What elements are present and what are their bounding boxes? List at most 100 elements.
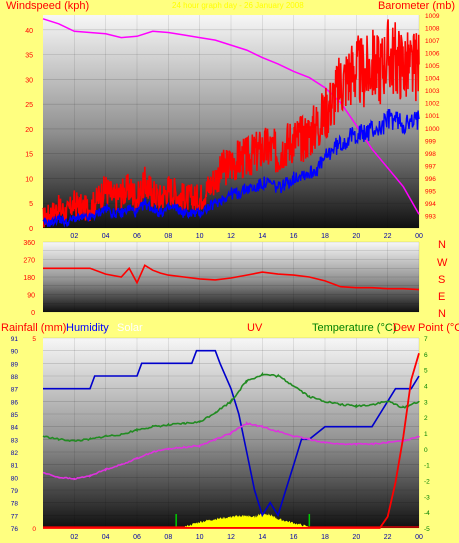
barometer-y-tick-label: 1008: [425, 26, 440, 33]
windspeed-series-line: [42, 19, 420, 228]
dew-point-axis-title: Dew Point (°C: [393, 322, 459, 334]
barometer-y-tick-label: 1005: [425, 63, 440, 70]
wind-y-tick-label: 10: [25, 176, 33, 183]
temperature-y-tick-label: 0: [424, 447, 428, 454]
wind-x-tick-label: 22: [384, 233, 392, 240]
wind-y-tick-label: 0: [29, 226, 33, 233]
direction-y-tick-label: 360: [23, 240, 35, 247]
wind-x-tick-label: 00: [415, 233, 423, 240]
humidity-y-tick-label: 83: [11, 437, 19, 444]
wind-direction-panel: 0 90 180 270 360: [23, 240, 420, 317]
humidity-y-tick-label: 88: [11, 374, 19, 381]
rainfall-y-tick-label: 0: [32, 526, 36, 533]
direction-panel-gridlines: [43, 241, 420, 313]
wind-panel-axes: 0510152025303540993994995996997998999100…: [25, 13, 440, 240]
compass-s: S: [438, 274, 445, 286]
wind-direction-series-line: [43, 264, 420, 291]
humidity-y-tick-label: 90: [11, 349, 19, 356]
temperature-y-tick-label: 1: [424, 431, 428, 438]
bottom-panel-axes: 7677787980818283848586878889909105-5-4-3…: [11, 336, 430, 541]
rainfall-y-tick-label: 5: [32, 336, 36, 343]
bottom-x-tick-label: 00: [415, 534, 423, 541]
wind-y-tick-label: 15: [25, 152, 33, 159]
barometer-y-tick-label: 999: [425, 138, 436, 145]
wind-y-tick-label: 25: [25, 102, 33, 109]
dew-point-series-line: [42, 421, 420, 481]
wind-x-tick-label: 04: [102, 233, 110, 240]
humidity-y-tick-label: 81: [11, 463, 19, 470]
solar-axis-title: Solar: [117, 322, 143, 334]
uv-axis-title: UV: [247, 322, 263, 334]
wind-x-tick-label: 10: [196, 233, 204, 240]
bottom-x-tick-label: 10: [196, 534, 204, 541]
humidity-y-tick-label: 84: [11, 425, 19, 432]
bottom-x-tick-label: 18: [321, 534, 329, 541]
humidity-y-tick-label: 85: [11, 412, 19, 419]
barometer-y-tick-label: 998: [425, 151, 436, 158]
bottom-x-tick-label: 06: [133, 534, 141, 541]
compass-w: W: [437, 257, 448, 269]
barometer-y-tick-label: 1002: [425, 101, 440, 108]
wind-x-tick-label: 18: [321, 233, 329, 240]
compass-n-bottom: N: [438, 308, 446, 320]
temperature-y-tick-label: 7: [424, 336, 428, 343]
direction-panel-axes: 0 90 180 270 360: [23, 240, 35, 317]
bottom-x-tick-label: 22: [384, 534, 392, 541]
barometer-y-tick-label: 1009: [425, 13, 440, 20]
barometer-y-tick-label: 1003: [425, 88, 440, 95]
humidity-y-tick-label: 87: [11, 387, 19, 394]
solar-series-area: [184, 512, 310, 527]
temperature-y-tick-label: -1: [424, 463, 430, 470]
direction-y-tick-label: 0: [31, 310, 35, 317]
wind-x-tick-label: 02: [70, 233, 78, 240]
humidity-y-tick-label: 82: [11, 450, 19, 457]
bottom-x-tick-label: 08: [164, 534, 172, 541]
barometer-axis-title: Barometer (mb): [378, 0, 455, 12]
temperature-y-tick-label: 4: [424, 384, 428, 391]
wind-x-tick-label: 08: [164, 233, 172, 240]
humidity-y-tick-label: 80: [11, 475, 19, 482]
barometer-y-tick-label: 1001: [425, 113, 440, 120]
bottom-x-tick-label: 04: [102, 534, 110, 541]
barometer-y-tick-label: 993: [425, 213, 436, 220]
temperature-y-tick-label: -2: [424, 479, 430, 486]
barometer-y-tick-label: 1004: [425, 76, 440, 83]
rainfall-axis-title: Rainfall (mm): [1, 322, 66, 334]
wind-y-tick-label: 5: [29, 201, 33, 208]
barometer-y-tick-label: 994: [425, 201, 436, 208]
temperature-y-tick-label: -4: [424, 510, 430, 517]
windspeed-axis-title: Windspeed (kph): [6, 0, 89, 12]
temperature-series-line: [42, 371, 420, 443]
barometer-y-tick-label: 1000: [425, 126, 440, 133]
temperature-y-tick-label: 6: [424, 352, 428, 359]
humidity-y-tick-label: 77: [11, 513, 19, 520]
humidity-y-tick-label: 79: [11, 488, 19, 495]
humidity-axis-title: Humidity: [66, 322, 109, 334]
barometer-series-line: [42, 18, 420, 215]
temperature-y-tick-label: -3: [424, 494, 430, 501]
bottom-x-tick-label: 14: [258, 534, 266, 541]
humidity-y-tick-label: 78: [11, 501, 19, 508]
direction-y-tick-label: 180: [23, 275, 35, 282]
direction-y-tick-label: 270: [23, 258, 35, 265]
temperature-axis-title: Temperature (°C): [312, 322, 396, 334]
wind-y-tick-label: 40: [25, 28, 33, 35]
wind-y-tick-label: 20: [25, 127, 33, 134]
barometer-y-tick-label: 1006: [425, 51, 440, 58]
compass-e: E: [438, 291, 445, 303]
humidity-y-tick-label: 76: [11, 526, 19, 533]
graph-date-title: 24 hour graph day - 26 January 2008: [172, 1, 304, 10]
wind-x-tick-label: 14: [258, 233, 266, 240]
humidity-series-line: [43, 349, 420, 518]
compass-n-top: N: [438, 239, 446, 251]
temperature-y-tick-label: 5: [424, 368, 428, 375]
rainfall-series-line: [43, 352, 420, 529]
average-wind-series-line: [42, 109, 420, 228]
wind-y-tick-label: 35: [25, 53, 33, 60]
temperature-y-tick-label: 2: [424, 415, 428, 422]
direction-y-tick-label: 90: [27, 293, 35, 300]
wind-x-tick-label: 06: [133, 233, 141, 240]
wind-x-tick-label: 16: [290, 233, 298, 240]
temperature-y-tick-label: 3: [424, 399, 428, 406]
